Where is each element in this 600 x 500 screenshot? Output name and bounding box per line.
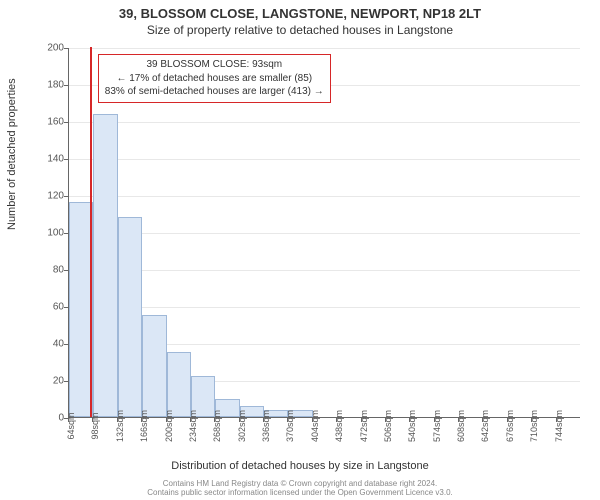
x-tick-label: 64sqm	[66, 412, 76, 439]
y-tick-label: 60	[34, 302, 64, 313]
x-tick-label: 506sqm	[383, 410, 393, 442]
x-tick-label: 574sqm	[432, 410, 442, 442]
annotation-line: 83% of semi-detached houses are larger (…	[105, 85, 324, 99]
y-tick-label: 200	[34, 43, 64, 54]
histogram-bar	[142, 315, 166, 417]
y-tick-label: 160	[34, 117, 64, 128]
y-tick-mark	[64, 233, 68, 234]
x-tick-label: 608sqm	[456, 410, 466, 442]
y-tick-label: 20	[34, 376, 64, 387]
x-tick-label: 166sqm	[139, 410, 149, 442]
x-tick-label: 336sqm	[261, 410, 271, 442]
x-tick-label: 676sqm	[505, 410, 515, 442]
y-axis-label: Number of detached properties	[6, 78, 18, 230]
footer-attribution: Contains HM Land Registry data © Crown c…	[0, 479, 600, 498]
y-tick-mark	[64, 307, 68, 308]
footer-line-2: Contains public sector information licen…	[0, 488, 600, 498]
y-tick-label: 180	[34, 80, 64, 91]
y-tick-label: 120	[34, 191, 64, 202]
x-tick-label: 200sqm	[164, 410, 174, 442]
x-tick-label: 744sqm	[554, 410, 564, 442]
chart-container: 39, BLOSSOM CLOSE, LANGSTONE, NEWPORT, N…	[0, 0, 600, 500]
annotation-line: ← 17% of detached houses are smaller (85…	[105, 72, 324, 86]
y-tick-mark	[64, 48, 68, 49]
y-tick-mark	[64, 159, 68, 160]
x-tick-label: 302sqm	[237, 410, 247, 442]
x-tick-label: 98sqm	[90, 412, 100, 439]
chart-title: 39, BLOSSOM CLOSE, LANGSTONE, NEWPORT, N…	[0, 0, 600, 21]
x-tick-label: 472sqm	[359, 410, 369, 442]
y-tick-label: 80	[34, 265, 64, 276]
y-tick-mark	[64, 196, 68, 197]
gridline	[69, 270, 580, 271]
gridline	[69, 307, 580, 308]
y-tick-mark	[64, 381, 68, 382]
y-tick-mark	[64, 122, 68, 123]
x-tick-label: 540sqm	[407, 410, 417, 442]
y-tick-mark	[64, 270, 68, 271]
x-tick-label: 710sqm	[529, 410, 539, 442]
y-tick-label: 140	[34, 154, 64, 165]
gridline	[69, 122, 580, 123]
x-tick-label: 642sqm	[480, 410, 490, 442]
x-axis-label: Distribution of detached houses by size …	[0, 460, 600, 472]
annotation-box: 39 BLOSSOM CLOSE: 93sqm← 17% of detached…	[98, 54, 331, 103]
chart-subtitle: Size of property relative to detached ho…	[0, 21, 600, 37]
annotation-line: 39 BLOSSOM CLOSE: 93sqm	[105, 58, 324, 72]
y-tick-label: 0	[34, 413, 64, 424]
histogram-bar	[93, 114, 117, 417]
x-tick-label: 438sqm	[334, 410, 344, 442]
y-tick-label: 40	[34, 339, 64, 350]
gridline	[69, 48, 580, 49]
x-tick-label: 268sqm	[212, 410, 222, 442]
x-tick-label: 370sqm	[285, 410, 295, 442]
plot-area: 39 BLOSSOM CLOSE: 93sqm← 17% of detached…	[68, 48, 580, 418]
footer-line-1: Contains HM Land Registry data © Crown c…	[0, 479, 600, 489]
gridline	[69, 159, 580, 160]
y-tick-label: 100	[34, 228, 64, 239]
gridline	[69, 233, 580, 234]
gridline	[69, 196, 580, 197]
histogram-bar	[167, 352, 191, 417]
y-tick-mark	[64, 85, 68, 86]
histogram-bar	[118, 217, 142, 417]
x-tick-label: 404sqm	[310, 410, 320, 442]
x-tick-label: 132sqm	[115, 410, 125, 442]
y-tick-mark	[64, 344, 68, 345]
property-marker-line	[90, 47, 92, 417]
x-tick-label: 234sqm	[188, 410, 198, 442]
